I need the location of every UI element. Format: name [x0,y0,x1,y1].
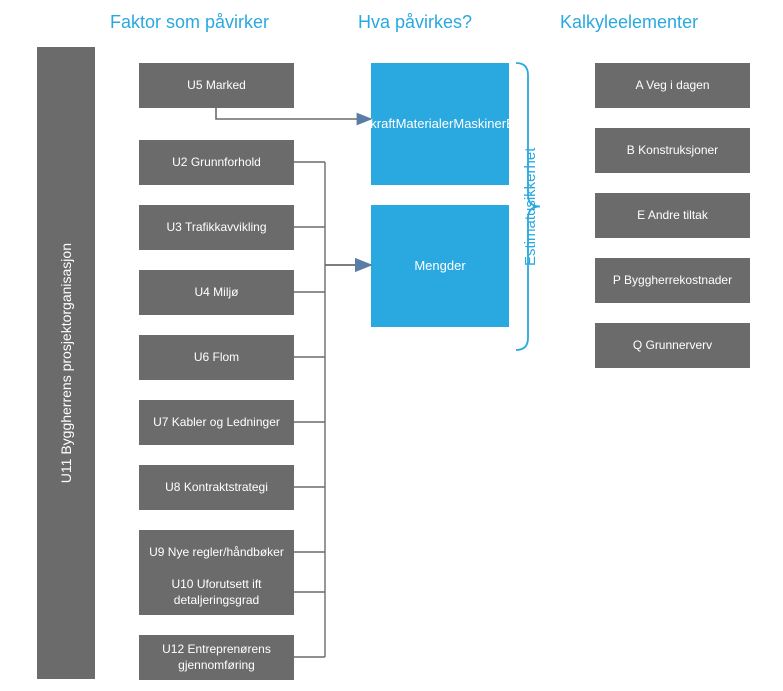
factor-box-0: U5 Marked [139,63,294,108]
element-box-1: B Konstruksjoner [595,128,750,173]
header-factors: Faktor som påvirker [110,12,269,33]
bracket-label: Estimatusikkerhet [522,137,539,277]
element-box-2: E Andre tiltak [595,193,750,238]
factor-box-8: U10 Uforutsett ift detaljeringsgrad [139,570,294,615]
factor-box-5: U7 Kabler og Ledninger [139,400,294,445]
factor-box-1: U2 Grunnforhold [139,140,294,185]
sidebar-u11: U11 Byggherrens prosjektorganisasjon [37,47,95,679]
factor-box-7: U9 Nye regler/håndbøker [139,530,294,575]
factor-box-6: U8 Kontraktstrategi [139,465,294,510]
factor-box-3: U4 Miljø [139,270,294,315]
affected-box-1: Mengder [371,205,509,327]
factor-box-4: U6 Flom [139,335,294,380]
factor-box-2: U3 Trafikkavvikling [139,205,294,250]
header-elements: Kalkyleelementer [560,12,698,33]
element-box-4: Q Grunnerverv [595,323,750,368]
sidebar-label: U11 Byggherrens prosjektorganisasjon [57,243,75,483]
element-box-0: A Veg i dagen [595,63,750,108]
affected-box-0: Priser:ArbeidskraftMaterialerMaskinerEie… [371,63,509,185]
header-affected: Hva påvirkes? [358,12,472,33]
factor-box-9: U12 Entreprenørens gjennomføring [139,635,294,680]
element-box-3: P Byggherrekostnader [595,258,750,303]
